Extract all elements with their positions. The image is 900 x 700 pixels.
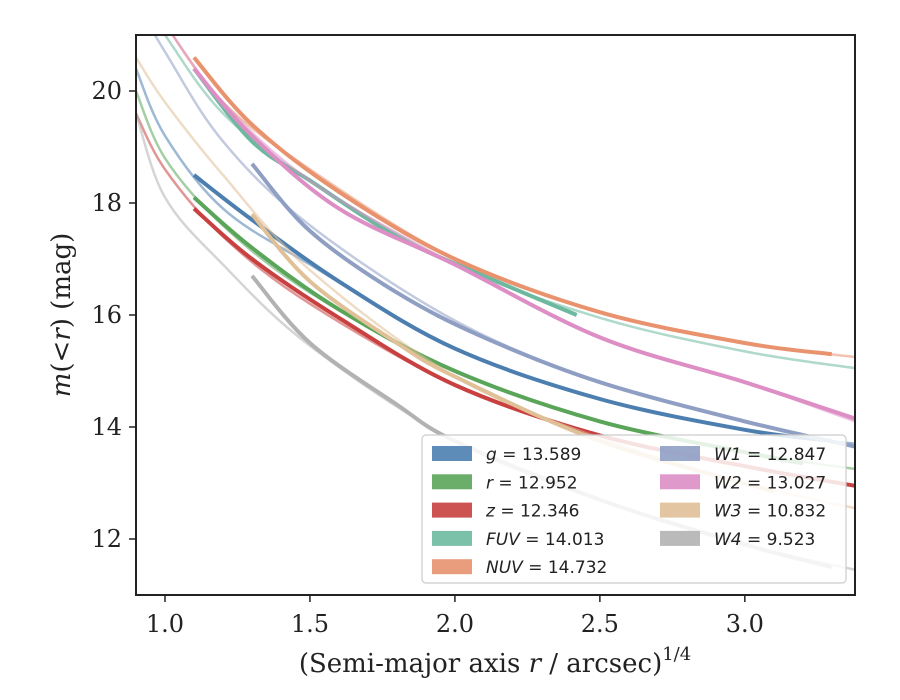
legend-swatch-w4 <box>660 530 700 546</box>
series-fuv-data-line <box>192 67 578 317</box>
y-tick-label: 14 <box>91 413 122 441</box>
y-tick-label: 20 <box>91 77 122 105</box>
legend-swatch-w3 <box>660 502 700 518</box>
legend-label-z: z = 12.346 <box>485 502 579 522</box>
y-axis-title: m(<r) (mag) <box>47 233 77 398</box>
x-tick-label: 1.5 <box>291 610 329 638</box>
legend-label-w1: W1 = 12.847 <box>714 445 826 465</box>
x-tick-label: 2.0 <box>436 610 474 638</box>
x-tick-label: 2.5 <box>581 610 619 638</box>
legend-swatch-w2 <box>660 474 700 490</box>
legend-swatch-z <box>432 502 472 518</box>
x-axis-title-tail: / arcsec) <box>541 649 662 679</box>
y-tick-label: 18 <box>91 189 122 217</box>
legend-items: g = 13.589 r = 12.952 z = 12.346 FUV = 14.0… <box>432 445 826 578</box>
y-axis: 12 14 16 18 20 <box>91 77 136 553</box>
legend-label-w2: W2 = 13.027 <box>714 473 826 493</box>
y-axis-title-r: r <box>47 327 77 341</box>
legend-label-r: r = 12.952 <box>486 473 578 493</box>
legend: g = 13.589 r = 12.952 z = 12.346 FUV = 14.0… <box>421 434 847 584</box>
series-w1-data-line <box>250 162 855 449</box>
legend-label-g: g = 13.589 <box>486 445 581 465</box>
y-axis-title-paren: (< <box>47 341 77 373</box>
x-axis: 1.0 1.5 2.0 2.5 3.0 <box>146 595 764 638</box>
legend-swatch-g <box>432 446 472 461</box>
legend-swatch-w1 <box>660 446 700 461</box>
legend-label-nuv: NUV = 14.732 <box>486 558 607 578</box>
series-w2-data-line <box>192 67 855 421</box>
series-nuv-data-line <box>192 56 833 357</box>
x-tick-label: 3.0 <box>726 610 764 638</box>
y-tick-label: 16 <box>91 301 122 329</box>
legend-frame <box>421 434 847 584</box>
legend-swatch-fuv <box>432 530 472 546</box>
legend-label-fuv: FUV = 14.013 <box>486 530 604 550</box>
y-axis-title-m: m <box>47 373 77 398</box>
legend-swatch-nuv <box>432 559 472 575</box>
x-axis-title-exp: 1/4 <box>662 644 691 665</box>
y-tick-label: 12 <box>91 525 122 553</box>
legend-swatch-r <box>432 474 472 490</box>
y-axis-title-tail: ) (mag) <box>47 233 77 329</box>
x-axis-title-main: (Semi-major axis <box>299 649 529 679</box>
legend-label-w4: W4 = 9.523 <box>714 530 815 550</box>
x-axis-title: (Semi-major axis r / arcsec)1/4 <box>299 644 691 679</box>
legend-label-w3: W3 = 10.832 <box>714 502 826 522</box>
x-tick-label: 1.0 <box>146 610 184 638</box>
x-axis-title-r: r <box>529 649 543 679</box>
